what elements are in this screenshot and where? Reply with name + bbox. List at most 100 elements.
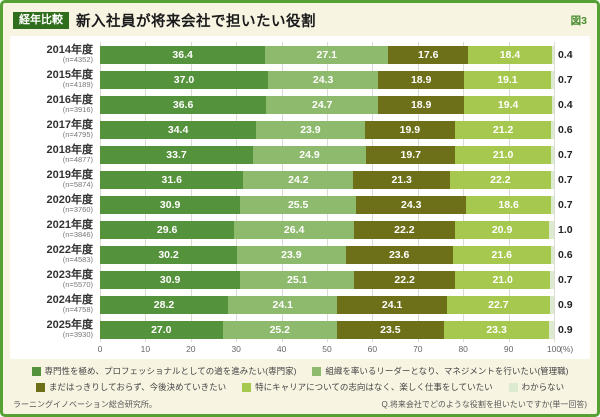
bar-segment: 36.4 [100, 45, 266, 64]
bar-segment: 25.1 [240, 270, 355, 289]
y-label: 2022年度 (n=4583) [14, 244, 100, 265]
bar-segment: 24.2 [243, 170, 354, 189]
x-tick-label: 60 [367, 344, 378, 354]
outside-value-label: 0.9 [558, 323, 573, 336]
y-label: 2021年度 (n=3846) [14, 218, 100, 239]
bar-segment [551, 120, 554, 139]
legend-row: 専門性を極め、プロフェッショナルとしての道を進みたい(専門家) 組織を率いるリーダ… [3, 365, 597, 377]
sample-size-label: (n=3916) [62, 105, 93, 115]
bar-segment: 24.3 [356, 195, 467, 214]
x-tick-label: 100 [546, 344, 562, 354]
sample-size-label: (n=5570) [62, 280, 93, 290]
stacked-bar: 30.9 25.5 24.3 18.6 [100, 195, 554, 214]
gridline [327, 42, 328, 342]
sample-size-label: (n=5874) [62, 180, 93, 190]
bar-segment: 30.9 [100, 270, 241, 289]
y-label: 2020年度 (n=3760) [14, 193, 100, 214]
gridline [372, 42, 374, 342]
x-tick-label: 70 [413, 344, 423, 354]
legend-label: 専門性を極め、プロフェッショナルとしての道を進みたい(専門家) [44, 366, 297, 376]
legend-swatch [242, 382, 252, 392]
x-tick-label: 40 [276, 344, 287, 354]
bar-segment [549, 220, 554, 239]
outside-value-label: 0.4 [558, 98, 573, 111]
year-label: 2020年度 [46, 193, 93, 206]
gridline [554, 42, 555, 342]
bar-row: 2023年度 (n=5570) 30.9 25.1 22.2 21.0 0.7 [14, 267, 586, 292]
page-title: 新入社員が将来会社で担いたい役割 [76, 14, 316, 30]
stacked-bar: 34.4 23.9 19.9 21.2 [100, 120, 554, 139]
bar-row: 2020年度 (n=3760) 30.9 25.5 24.3 18.6 0.7 [14, 192, 586, 217]
x-tick-label: 80 [458, 344, 468, 354]
bar-segment: 18.4 [468, 45, 552, 64]
gridline [508, 42, 510, 342]
bar-segment: 33.7 [100, 145, 253, 164]
bar-segment: 21.0 [455, 145, 551, 164]
legend-label: まだはっきりしておらず、今後決めていきたい [48, 382, 227, 392]
bar-segment [550, 195, 554, 214]
gridline [236, 42, 238, 342]
legend-item: 特にキャリアについての志向はなく、楽しく仕事をしていたい [242, 381, 493, 393]
bar-segment: 30.9 [100, 195, 241, 214]
bar-segment: 26.4 [234, 220, 354, 239]
sample-size-label: (n=4877) [62, 155, 93, 165]
x-axis: 0 10 20 30 40 50 60 70 80 90 100 (%) [98, 342, 574, 357]
gridline [100, 42, 101, 342]
legend-swatch [312, 366, 322, 376]
legend-label: 特にキャリアについての志向はなく、楽しく仕事をしていたい [255, 382, 493, 392]
y-label: 2016年度 (n=3916) [14, 94, 100, 115]
outside-value-label: 0.9 [558, 298, 573, 311]
bar-segment: 24.9 [252, 145, 367, 164]
bar-segment: 23.5 [336, 320, 444, 339]
bar-segment: 36.6 [100, 95, 267, 114]
outside-value-label: 0.7 [558, 198, 573, 211]
bar-segment [549, 320, 554, 339]
legend-item: 組織を率いるリーダーとなり、マネジメントを行いたい(管理職) [312, 365, 569, 377]
bar-segment: 20.9 [454, 220, 550, 239]
x-tick-label: 50 [322, 344, 332, 354]
legend-swatch [31, 366, 41, 376]
bar-segment: 18.9 [378, 95, 465, 114]
bar-segment: 28.2 [100, 295, 229, 314]
outside-value-label: 0.6 [558, 248, 573, 261]
bar-rows: 2014年度 (n=4352) 36.4 27.1 17.6 18.4 0.4 2015年度(… [14, 42, 586, 342]
legend-item: 専門性を極め、プロフェッショナルとしての道を進みたい(専門家) [31, 365, 297, 377]
bar-segment [551, 45, 554, 64]
legend-label: 組織を率いるリーダーとなり、マネジメントを行いたい(管理職) [325, 366, 569, 376]
sample-size-label: (n=3930) [62, 330, 93, 340]
question-note: Q.将来会社でどのような役割を担いたいですか(単一回答) [381, 400, 587, 409]
sample-size-label: (n=4583) [62, 255, 93, 265]
year-label: 2023年度 [46, 268, 93, 281]
bar-segment [550, 145, 554, 164]
legend-label: わからない [521, 382, 565, 392]
bar-segment: 19.1 [464, 70, 551, 89]
outside-value-label: 0.7 [558, 148, 573, 161]
legend-row: まだはっきりしておらず、今後決めていきたい 特にキャリアについての志向はなく、楽し… [3, 381, 597, 393]
bar-segment: 23.9 [237, 245, 346, 264]
bar-segment: 37.0 [100, 70, 268, 89]
bar-segment: 24.3 [267, 70, 379, 89]
bar-segment: 21.3 [353, 170, 450, 189]
y-label: 2014年度 (n=4352) [14, 44, 100, 64]
bar-segment: 24.7 [266, 95, 379, 114]
y-label: 2023年度 (n=5570) [14, 268, 100, 290]
outside-value-label: 0.7 [558, 73, 573, 86]
bar-segment: 21.6 [452, 245, 551, 264]
outside-value-label: 0.4 [558, 48, 573, 61]
bar-segment [549, 295, 554, 314]
stacked-bar: 28.2 24.1 24.1 22.7 [100, 295, 554, 314]
x-tick-label: 90 [503, 344, 514, 354]
bar-row: 2017年度 (n=4795) 34.4 23.9 19.9 21.2 0.6 [14, 117, 586, 142]
bar-segment [550, 70, 554, 89]
figure-label: 図3 [570, 15, 587, 27]
legend-item: まだはっきりしておらず、今後決めていきたい [35, 381, 227, 393]
bar-row: 2024年度 (n=4758) 28.2 24.1 24.1 22.7 0.9 [14, 292, 586, 317]
bar-segment: 23.3 [443, 320, 550, 339]
stacked-bar: 37.0 24.3 18.9 19.1 [100, 70, 554, 89]
stacked-bar: 30.9 25.1 22.2 21.0 [100, 270, 554, 289]
x-axis-unit: (%) [560, 344, 574, 354]
bar-segment: 19.4 [464, 95, 553, 114]
outside-value-label: 0.7 [558, 273, 573, 286]
year-label: 2021年度 [46, 218, 93, 231]
